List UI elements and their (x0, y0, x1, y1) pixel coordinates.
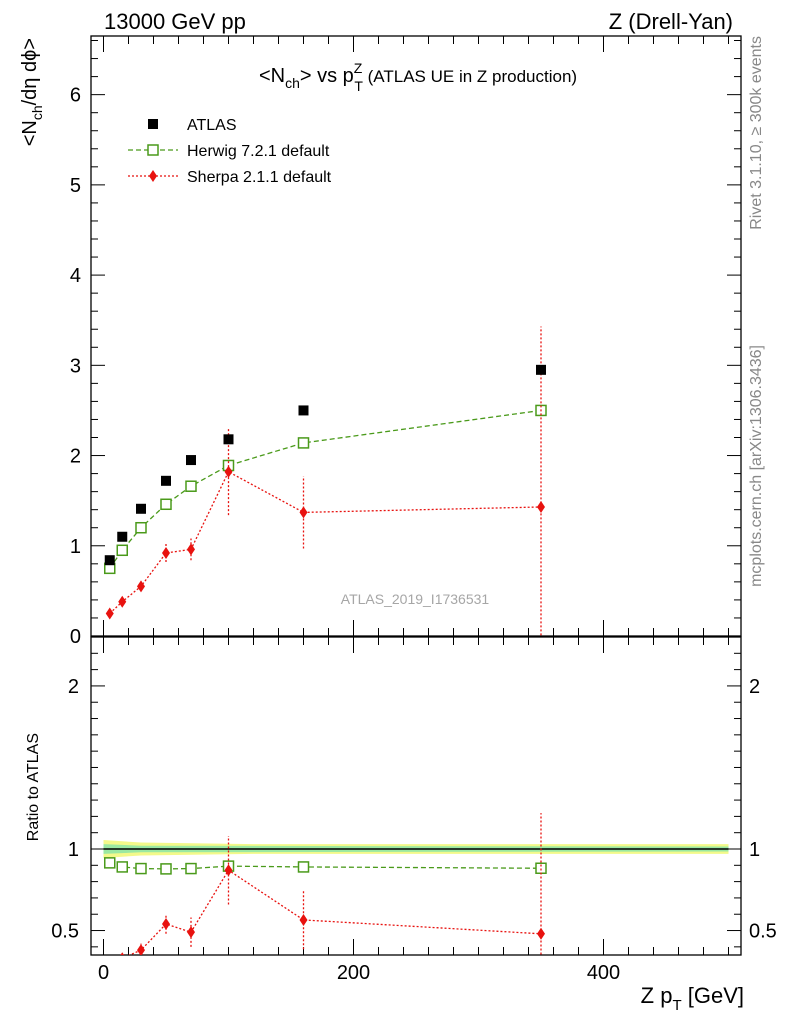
x-axis-label-sub: T (672, 997, 681, 1014)
data-point (135, 521, 147, 534)
series-line (128, 869, 542, 955)
data-point (224, 465, 233, 478)
series-line (109, 470, 542, 614)
legend-label: ATLAS (187, 117, 237, 134)
ratio-y-tick-label: 2 (68, 676, 79, 698)
top-y-axis-label: <Nch/dη dϕ> (19, 38, 45, 146)
top-panel-frame (90, 35, 742, 637)
ratio-axis-ticks: 0 200 400 0.5 0.5 1 1 2 2 (51, 36, 777, 984)
data-point (104, 857, 116, 869)
y-tick-label: 2 (70, 446, 81, 468)
y-tick-label: 5 (70, 175, 81, 197)
header-left: 13000 GeV pp (104, 9, 246, 34)
data-point (299, 913, 308, 926)
ratio-panel-frame (90, 636, 742, 956)
y-tick-label: 6 (70, 85, 81, 107)
legend-marker (147, 144, 159, 156)
legend-label: Sherpa 2.1.1 default (187, 169, 332, 186)
chart-title-sub: ch (285, 75, 300, 91)
legend-marker (148, 119, 158, 129)
series-line (109, 862, 542, 870)
y-tick-label: 3 (70, 355, 81, 377)
legend: ATLAS Herwig 7.2.1 default Sherpa 2.1.1 de… (128, 117, 332, 186)
chart-title-sup: Z (354, 60, 363, 76)
ratio-uncertainty-band (103, 840, 729, 858)
top-y-axis-label-main: <N (19, 120, 41, 146)
data-point (162, 918, 170, 931)
data-point (161, 475, 171, 486)
top-axis-ticks: 0 1 2 3 4 5 6 (70, 40, 741, 648)
ratio-y-tick-label-right: 2 (749, 676, 760, 698)
side-text-lower: mcplots.cern.ch [arXiv:1306.3436] (748, 345, 765, 587)
data-point (185, 862, 197, 875)
x-tick-label: 200 (337, 962, 370, 984)
ratio-y-tick-label: 1 (68, 839, 79, 861)
x-axis-label-rest: [GeV] (682, 983, 744, 1008)
data-point (118, 595, 127, 608)
data-point (137, 944, 145, 955)
legend-marker (149, 170, 157, 182)
data-point (160, 863, 172, 875)
analysis-watermark: ATLAS_2019_I1736531 (341, 591, 490, 607)
top-y-axis-label-rest: /dη dϕ> (19, 38, 41, 105)
top-panel-series (104, 326, 547, 636)
chart-title-mid: > vs p (300, 65, 354, 87)
y-tick-label: 0 (70, 626, 81, 648)
data-point (537, 927, 545, 940)
data-point (136, 503, 146, 514)
series-line (109, 409, 542, 569)
y-tick-label: 4 (70, 265, 81, 287)
data-point (297, 861, 310, 873)
x-tick-label: 0 (98, 962, 109, 984)
data-point (223, 434, 234, 445)
data-point (537, 500, 545, 513)
ratio-y-tick-label-right: 1 (749, 839, 760, 861)
data-point (116, 544, 128, 557)
x-axis-label-main: Z p (641, 983, 673, 1008)
data-point (297, 437, 310, 449)
data-point (105, 607, 114, 620)
x-axis-label: Z pT [GeV] (641, 983, 744, 1014)
data-point (160, 498, 172, 511)
header-right: Z (Drell-Yan) (609, 9, 733, 34)
data-point (104, 555, 115, 566)
data-point (137, 580, 145, 593)
chart-title-rest: (ATLAS UE in Z production) (363, 67, 577, 86)
data-point (116, 861, 128, 873)
y-tick-label: 1 (70, 536, 81, 558)
data-point (117, 531, 128, 542)
top-y-axis-label-sub: ch (29, 105, 45, 120)
data-point (187, 543, 195, 556)
data-point (186, 455, 196, 466)
data-point (120, 952, 125, 955)
chart-title: <Nch> vs pZ T (ATLAS UE in Z production) (259, 60, 577, 94)
data-point (185, 480, 197, 492)
data-point (298, 405, 309, 416)
chart-title-main: <N (259, 65, 285, 87)
chart-title-sub2: T (354, 78, 363, 94)
x-tick-label: 400 (587, 962, 620, 984)
data-point (187, 926, 195, 939)
ratio-y-tick-label: 0.5 (51, 921, 79, 943)
ratio-y-axis-label: Ratio to ATLAS (25, 733, 42, 841)
data-point (299, 506, 308, 519)
data-point (536, 364, 546, 375)
ratio-panel-series (104, 813, 547, 955)
data-point (162, 546, 170, 559)
ratio-y-tick-label-right: 0.5 (749, 921, 777, 943)
legend-label: Herwig 7.2.1 default (187, 143, 330, 160)
side-text-upper: Rivet 3.1.10, ≥ 300k events (748, 36, 765, 230)
data-point (224, 864, 233, 877)
data-point (135, 862, 147, 875)
